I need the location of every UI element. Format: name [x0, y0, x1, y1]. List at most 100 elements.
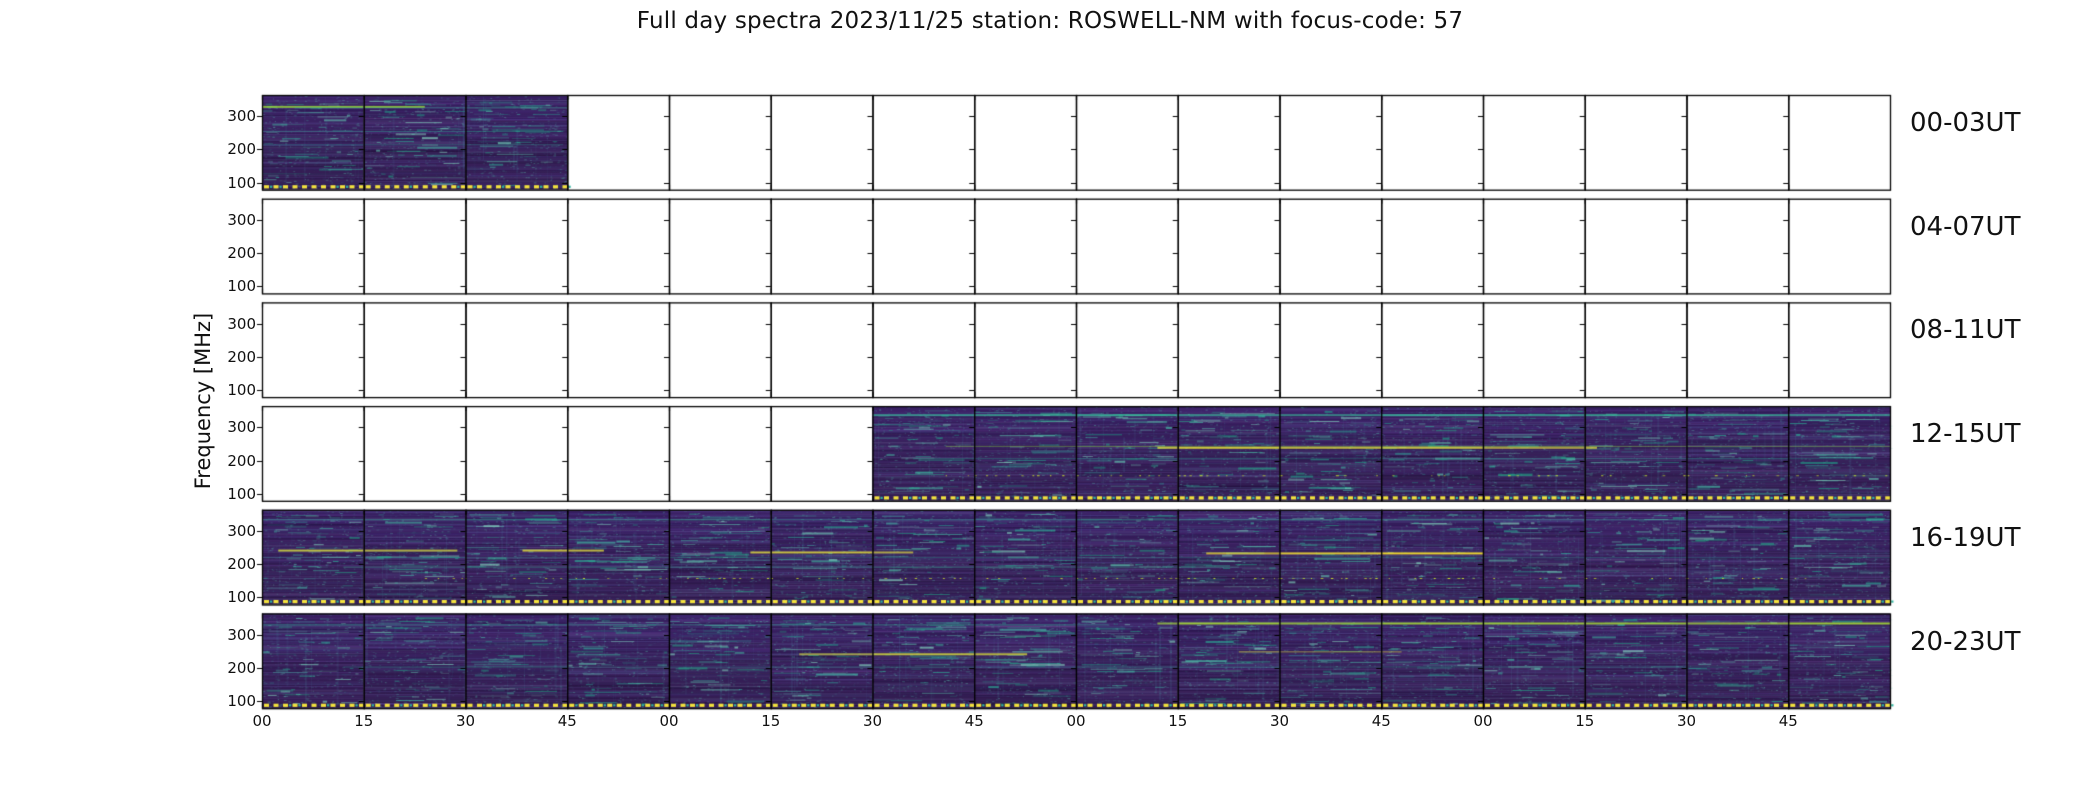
empty-panel-r2c1 — [364, 302, 466, 397]
spectrogram-panel-r5c13 — [1585, 614, 1687, 709]
empty-panel-r0c10 — [1280, 95, 1382, 190]
row-label-4: 16-19UT — [1910, 522, 2021, 553]
spectrogram-panel-r3c13 — [1585, 406, 1687, 501]
xtick-label-0: 00 — [252, 712, 272, 730]
spectrogram-panel-r5c5 — [771, 614, 873, 709]
spectrogram-panel-r0c0 — [262, 95, 364, 190]
empty-panel-r1c4 — [669, 199, 771, 294]
ytick-label-row1-0: 300 — [227, 211, 256, 229]
spectrogram-panel-r3c6 — [873, 406, 975, 501]
spectrogram-panel-r4c13 — [1585, 510, 1687, 605]
row-label-5: 20-23UT — [1910, 626, 2021, 657]
empty-panel-r1c11 — [1381, 199, 1483, 294]
empty-panel-r2c0 — [262, 302, 364, 397]
empty-panel-r1c0 — [262, 199, 364, 294]
spectrogram-panel-r4c4 — [669, 510, 771, 605]
spectrogram-panel-r4c14 — [1687, 510, 1789, 605]
xtick-label-11: 45 — [1371, 712, 1391, 730]
spectrogram-panel-r4c7 — [974, 510, 1076, 605]
ytick-label-row2-1: 200 — [227, 347, 256, 366]
empty-panel-r2c3 — [567, 302, 669, 397]
ytick-label-row1-2: 100 — [227, 277, 256, 296]
row-label-3: 12-15UT — [1910, 419, 2021, 450]
xtick-label-10: 30 — [1269, 712, 1290, 730]
empty-panel-r2c7 — [974, 302, 1076, 397]
empty-panel-r0c8 — [1076, 95, 1178, 190]
xtick-label-4: 00 — [659, 712, 679, 730]
xtick-label-15: 45 — [1778, 712, 1798, 730]
ytick-label-row4-1: 200 — [227, 555, 256, 574]
row-label-2: 08-11UT — [1910, 315, 2021, 346]
spectrogram-panel-r3c10 — [1280, 406, 1382, 501]
spectrogram-panel-r5c2 — [466, 614, 568, 709]
empty-panel-r0c9 — [1178, 95, 1280, 190]
empty-panel-r2c14 — [1687, 302, 1789, 397]
spectrogram-panel-r5c14 — [1687, 614, 1789, 709]
empty-panel-r3c0 — [262, 406, 364, 501]
xtick-label-8: 00 — [1066, 712, 1086, 730]
spectrogram-panel-r5c8 — [1076, 614, 1178, 709]
spectrogram-panel-r3c9 — [1178, 406, 1280, 501]
spectrogram-panel-r0c2 — [466, 95, 568, 190]
empty-panel-r0c5 — [771, 95, 873, 190]
empty-panel-r1c7 — [974, 199, 1076, 294]
ytick-label-row0-0: 300 — [227, 107, 256, 126]
spectrogram-panel-r3c15 — [1788, 406, 1890, 501]
spectrogram-panel-r4c15 — [1788, 510, 1890, 605]
empty-panel-r0c3 — [567, 95, 669, 190]
spectrogram-panel-r3c8 — [1076, 406, 1178, 501]
ytick-label-row3-1: 200 — [227, 451, 256, 470]
spectrogram-panel-r5c1 — [364, 614, 466, 709]
empty-panel-r2c9 — [1178, 302, 1280, 397]
spectrogram-panel-r0c1 — [364, 95, 466, 190]
xtick-label-3: 45 — [557, 712, 577, 730]
empty-panel-r0c13 — [1585, 95, 1687, 190]
spectrogram-panel-r4c10 — [1280, 510, 1382, 605]
spectrogram-panel-r5c10 — [1280, 614, 1382, 709]
spectrogram-panel-r3c14 — [1687, 406, 1789, 501]
empty-panel-r1c6 — [873, 199, 975, 294]
empty-panel-r1c2 — [466, 199, 568, 294]
empty-panel-r1c9 — [1178, 199, 1280, 294]
spectrogram-panel-r4c11 — [1381, 510, 1483, 605]
spectrogram-panel-r4c3 — [567, 510, 669, 605]
ytick-label-row2-0: 300 — [227, 314, 256, 333]
empty-panel-r2c5 — [771, 302, 873, 397]
ytick-label-row0-1: 200 — [227, 140, 256, 159]
empty-panel-r1c12 — [1483, 199, 1585, 294]
spectrogram-panel-r4c6 — [873, 510, 975, 605]
empty-panel-r3c3 — [567, 406, 669, 501]
ytick-label-row5-2: 100 — [227, 692, 256, 711]
empty-panel-r2c15 — [1788, 302, 1890, 397]
empty-panel-r0c12 — [1483, 95, 1585, 190]
empty-panel-r2c6 — [873, 302, 975, 397]
empty-panel-r2c10 — [1280, 302, 1382, 397]
ytick-label-row3-2: 100 — [227, 484, 256, 503]
xtick-label-6: 30 — [862, 712, 883, 730]
empty-panel-r3c4 — [669, 406, 771, 501]
empty-panel-r1c13 — [1585, 199, 1687, 294]
ytick-label-row0-2: 100 — [227, 173, 256, 192]
empty-panel-r3c5 — [771, 406, 873, 501]
empty-panel-r2c2 — [466, 302, 568, 397]
row-label-0: 00-03UT — [1910, 108, 2021, 138]
empty-panel-r2c4 — [669, 302, 771, 397]
spectrogram-panel-r4c9 — [1178, 510, 1280, 605]
figure-title: Full day spectra 2023/11/25 station: ROS… — [636, 8, 1464, 34]
spectrogram-panel-r4c5 — [771, 510, 873, 605]
spectrogram-panel-r4c1 — [364, 510, 466, 605]
empty-panel-r2c8 — [1076, 302, 1178, 397]
empty-panel-r0c6 — [873, 95, 975, 190]
spectrogram-panel-r5c12 — [1483, 614, 1585, 709]
empty-panel-r1c8 — [1076, 199, 1178, 294]
spectrogram-panel-r4c2 — [466, 510, 568, 605]
empty-panel-r1c3 — [567, 199, 669, 294]
empty-panel-r0c14 — [1687, 95, 1789, 190]
empty-panel-r0c11 — [1381, 95, 1483, 190]
empty-panel-r3c1 — [364, 406, 466, 501]
spectrogram-panel-r3c7 — [974, 406, 1076, 501]
spectrogram-panel-r5c3 — [567, 614, 669, 709]
spectrogram-panel-r5c7 — [974, 614, 1076, 709]
xtick-label-7: 45 — [964, 712, 984, 730]
